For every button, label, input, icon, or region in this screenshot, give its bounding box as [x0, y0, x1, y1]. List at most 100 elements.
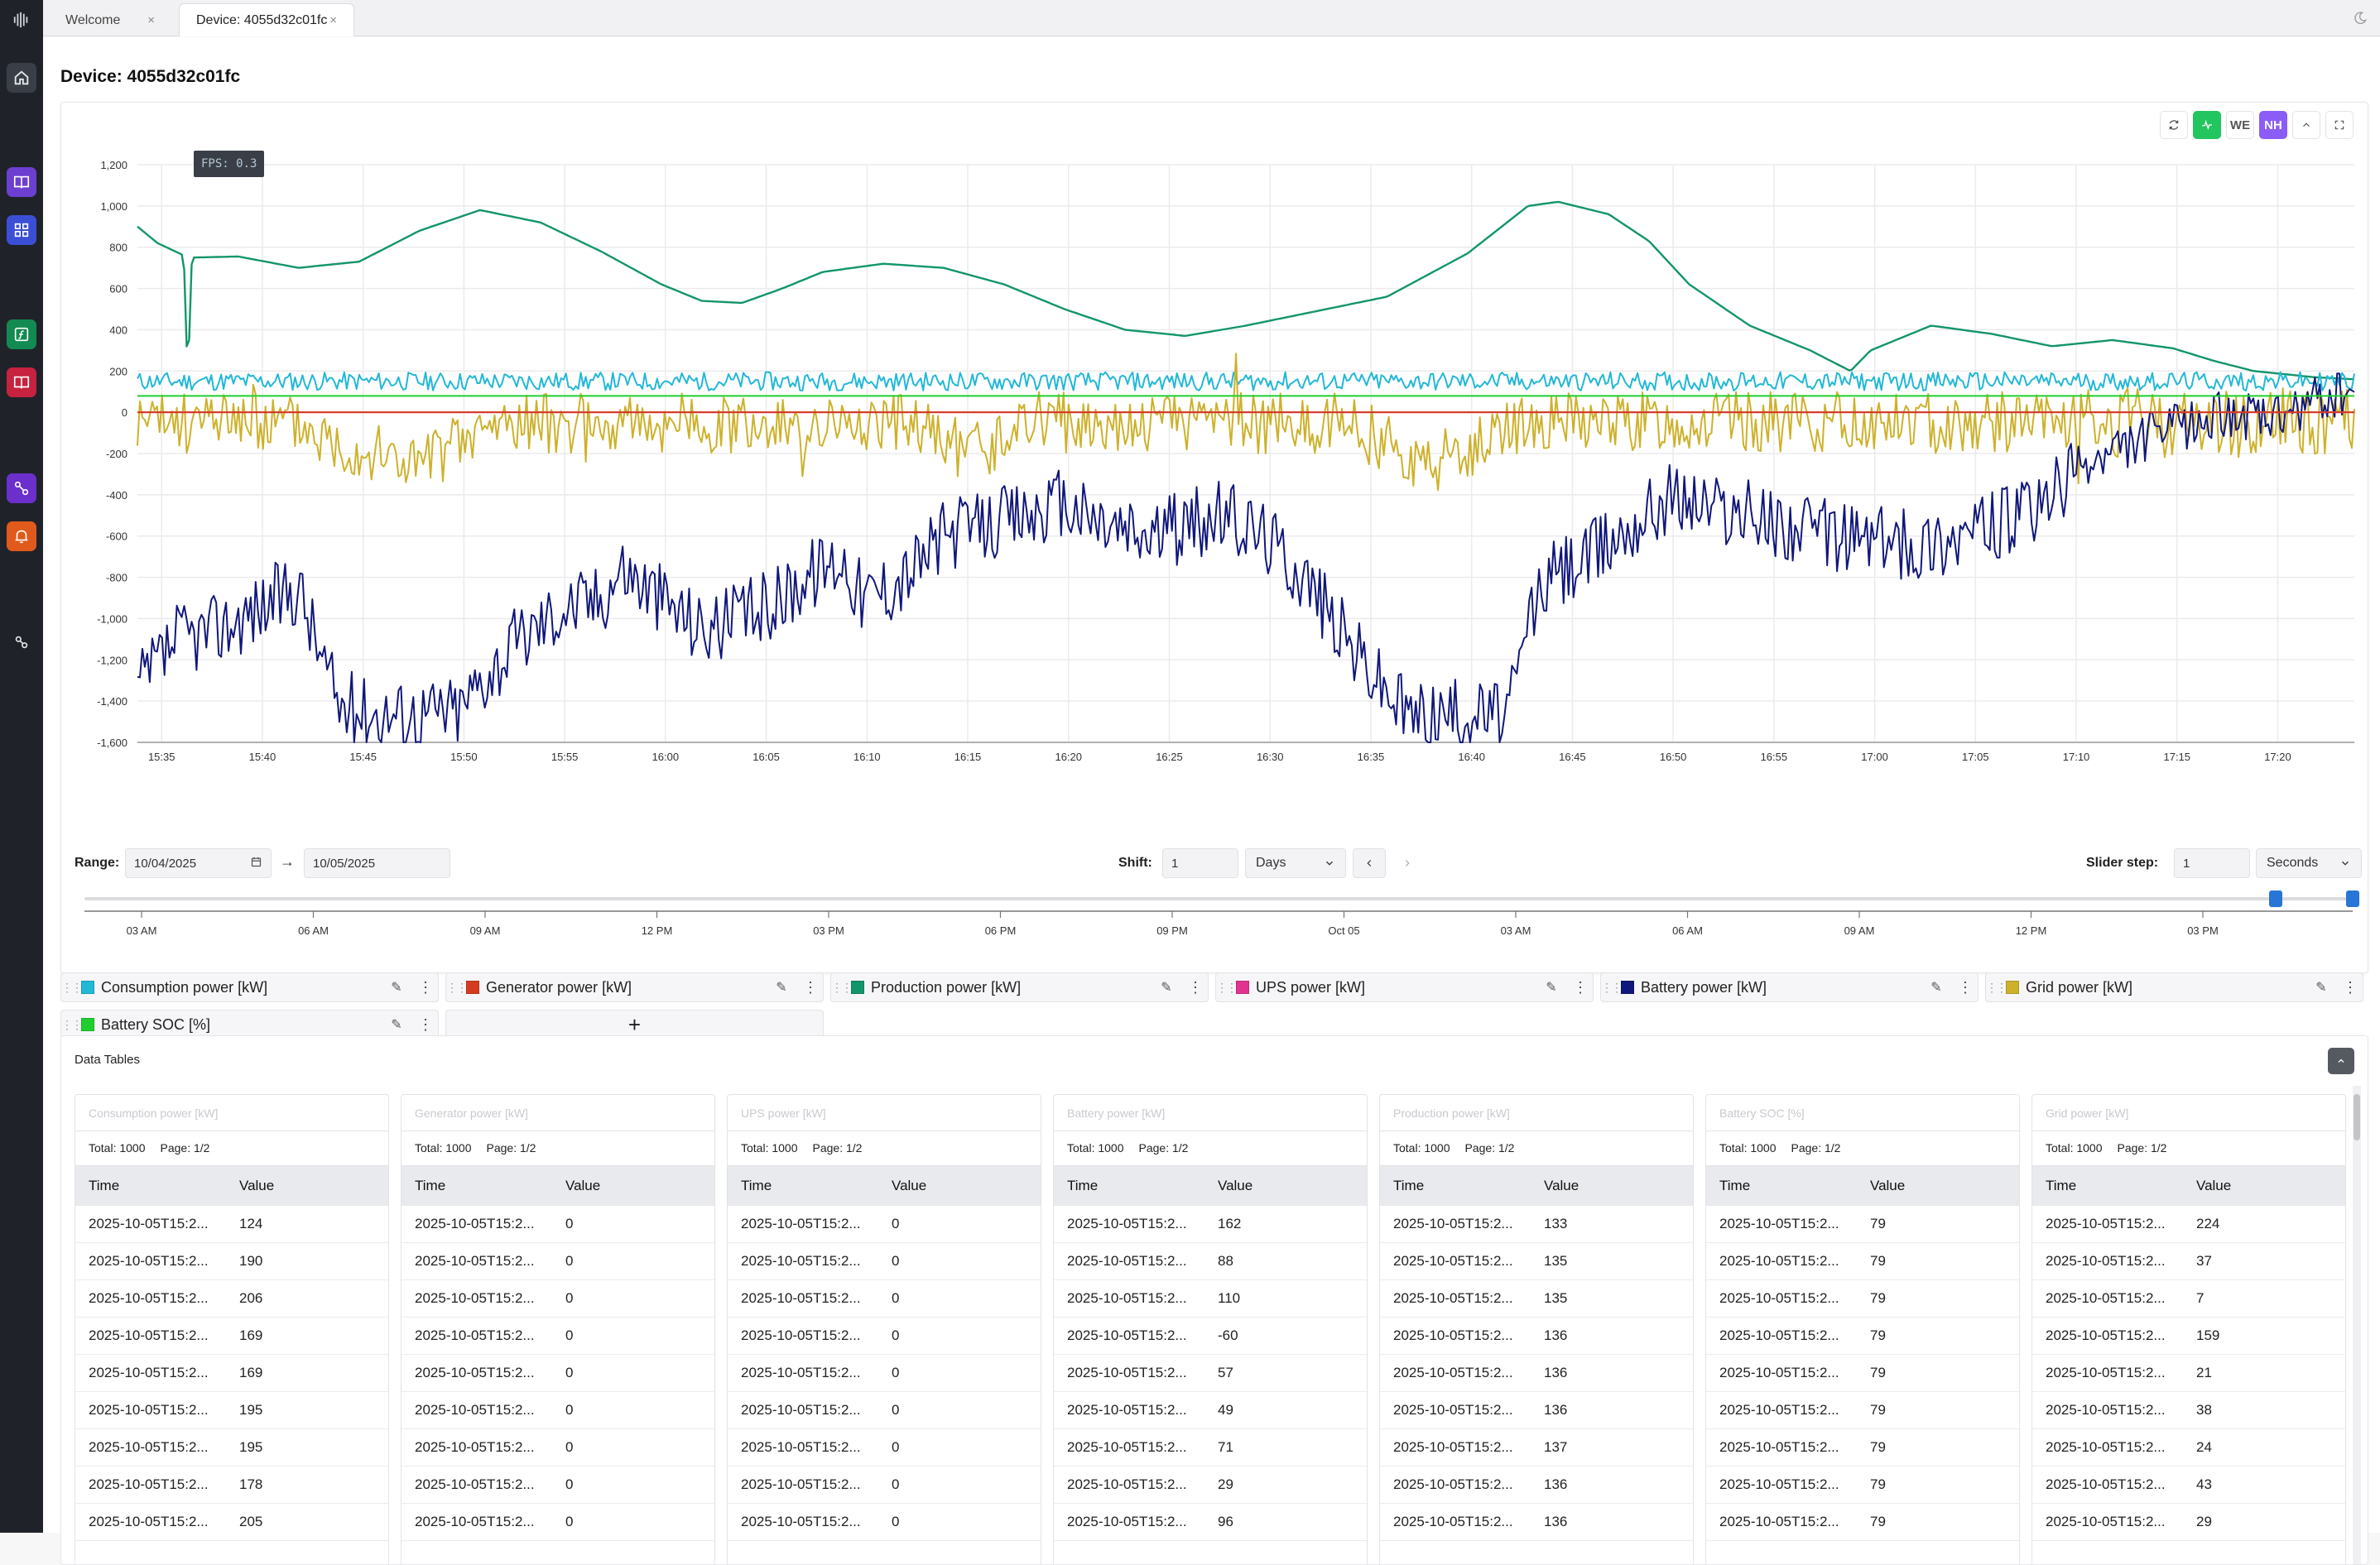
table-row[interactable]: 2025-10-05T15:2... 79 [1706, 1392, 2019, 1429]
chevron-up-icon[interactable] [2292, 111, 2320, 139]
home-icon[interactable] [7, 63, 36, 93]
table-row[interactable]: 2025-10-05T15:2... 0 [401, 1355, 714, 1392]
table-row[interactable]: 2025-10-05T15:2... 133 [1380, 1206, 1693, 1243]
table-row[interactable]: 2025-10-05T15:2... 0 [401, 1392, 714, 1429]
more-options-icon[interactable]: ⋮ [1188, 978, 1203, 996]
time-slider-end-handle[interactable] [2346, 891, 2359, 907]
time-slider-track[interactable] [84, 897, 2353, 900]
table-row[interactable]: 2025-10-05T15:2... 205 [75, 1504, 388, 1541]
value-column-header[interactable]: Value [1544, 1178, 1579, 1193]
table-row[interactable]: 2025-10-05T15:2... 195 [75, 1429, 388, 1467]
value-column-header[interactable]: Value [565, 1178, 601, 1193]
table-row[interactable]: 2025-10-05T15:2... 0 [401, 1467, 714, 1504]
fullscreen-icon[interactable] [2325, 111, 2354, 139]
table-row[interactable]: 2025-10-05T15:2... 79 [1706, 1280, 2019, 1318]
series-chip[interactable]: ⋮⋮ Grid power [kW] ✎ ⋮ [1985, 972, 2363, 1002]
calendar-icon[interactable] [250, 856, 262, 871]
table-row[interactable]: 2025-10-05T15:2... 135 [1380, 1280, 1693, 1318]
more-options-icon[interactable]: ⋮ [1958, 978, 1973, 996]
edit-icon[interactable]: ✎ [391, 1018, 402, 1032]
value-column-header[interactable]: Value [2196, 1178, 2232, 1193]
edit-icon[interactable]: ✎ [1930, 981, 1942, 995]
table-row[interactable]: 2025-10-05T15:2... 0 [401, 1429, 714, 1467]
value-column-header[interactable]: Value [892, 1178, 927, 1193]
more-options-icon[interactable]: ⋮ [803, 978, 818, 996]
drag-handle-icon[interactable]: ⋮⋮ [446, 980, 468, 994]
table-row[interactable]: 2025-10-05T15:2... 29 [2032, 1504, 2345, 1541]
table-row[interactable]: 2025-10-05T15:2... -60 [1054, 1318, 1367, 1355]
tab-welcome[interactable]: Welcome × [48, 3, 172, 36]
table-row[interactable]: 2025-10-05T15:2... 136 [1380, 1318, 1693, 1355]
time-column-header[interactable]: Time [1719, 1178, 1751, 1193]
table-row[interactable]: 2025-10-05T15:2... 0 [728, 1280, 1041, 1318]
table-row[interactable]: 2025-10-05T15:2... 0 [401, 1243, 714, 1280]
table-row[interactable]: 2025-10-05T15:2... 79 [1706, 1504, 2019, 1541]
series-color-swatch[interactable] [1621, 981, 1634, 994]
table-row[interactable]: 2025-10-05T15:2... 178 [75, 1467, 388, 1504]
book-icon[interactable] [7, 167, 36, 197]
edit-icon[interactable]: ✎ [1161, 981, 1172, 995]
time-column-header[interactable]: Time [1393, 1178, 1425, 1193]
table-row[interactable]: 2025-10-05T15:2... 0 [728, 1355, 1041, 1392]
series-color-swatch[interactable] [466, 981, 479, 994]
table-row[interactable]: 2025-10-05T15:2... 206 [75, 1280, 388, 1318]
table-row[interactable]: 2025-10-05T15:2... 0 [728, 1467, 1041, 1504]
function-icon[interactable] [7, 319, 36, 349]
table-row[interactable]: 2025-10-05T15:2... 0 [401, 1280, 714, 1318]
tab-device[interactable]: Device: 4055d32c01fc × [179, 3, 354, 36]
table-row[interactable]: 2025-10-05T15:2... 29 [1054, 1467, 1367, 1504]
table-row[interactable]: 2025-10-05T15:2... 162 [1054, 1206, 1367, 1243]
range-from-input[interactable]: 10/04/2025 [125, 848, 272, 878]
series-color-swatch[interactable] [2006, 981, 2019, 994]
edit-icon[interactable]: ✎ [2315, 981, 2327, 995]
table-row[interactable]: 2025-10-05T15:2... 0 [728, 1504, 1041, 1541]
drag-handle-icon[interactable]: ⋮⋮ [61, 980, 83, 994]
drag-handle-icon[interactable]: ⋮⋮ [61, 1017, 83, 1031]
table-row[interactable]: 2025-10-05T15:2... 136 [1380, 1392, 1693, 1429]
dashboard-icon[interactable] [7, 215, 36, 245]
table-row[interactable]: 2025-10-05T15:2... 79 [1706, 1318, 2019, 1355]
shift-prev-button[interactable] [1353, 848, 1386, 878]
value-column-header[interactable]: Value [239, 1178, 275, 1193]
table-row[interactable]: 2025-10-05T15:2... 136 [1380, 1467, 1693, 1504]
more-options-icon[interactable]: ⋮ [418, 1015, 433, 1033]
time-column-header[interactable]: Time [2046, 1178, 2077, 1193]
series-color-swatch[interactable] [81, 1018, 94, 1031]
table-row[interactable]: 2025-10-05T15:2... 0 [728, 1392, 1041, 1429]
add-series-button[interactable]: + [445, 1010, 824, 1039]
table-row[interactable]: 2025-10-05T15:2... 169 [75, 1355, 388, 1392]
table-row[interactable]: 2025-10-05T15:2... 0 [401, 1206, 714, 1243]
table-row[interactable]: 2025-10-05T15:2... 21 [2032, 1355, 2345, 1392]
scrollbar[interactable] [2353, 1086, 2361, 1564]
nh-button[interactable]: NH [2259, 111, 2287, 139]
table-row[interactable]: 2025-10-05T15:2... 96 [1054, 1504, 1367, 1541]
theme-toggle-icon[interactable] [2352, 10, 2368, 26]
table-row[interactable]: 2025-10-05T15:2... 79 [1706, 1355, 2019, 1392]
series-chip[interactable]: ⋮⋮ Battery SOC [%] ✎ ⋮ [60, 1010, 439, 1039]
table-row[interactable]: 2025-10-05T15:2... 137 [1380, 1429, 1693, 1467]
more-options-icon[interactable]: ⋮ [1573, 978, 1588, 996]
edit-icon[interactable]: ✎ [776, 981, 787, 995]
table-row[interactable]: 2025-10-05T15:2... 0 [401, 1318, 714, 1355]
more-options-icon[interactable]: ⋮ [418, 978, 433, 996]
series-chip[interactable]: ⋮⋮ Battery power [kW] ✎ ⋮ [1600, 972, 1979, 1002]
refresh-button[interactable] [2160, 111, 2188, 139]
table-row[interactable]: 2025-10-05T15:2... 0 [728, 1206, 1041, 1243]
we-button[interactable]: WE [2226, 111, 2254, 139]
value-column-header[interactable]: Value [1870, 1178, 1906, 1193]
series-chip[interactable]: ⋮⋮ Generator power [kW] ✎ ⋮ [445, 972, 824, 1002]
table-row[interactable]: 2025-10-05T15:2... 0 [728, 1318, 1041, 1355]
table-row[interactable]: 2025-10-05T15:2... 195 [75, 1392, 388, 1429]
table-row[interactable]: 2025-10-05T15:2... 0 [401, 1504, 714, 1541]
time-column-header[interactable]: Time [741, 1178, 772, 1193]
table-row[interactable]: 2025-10-05T15:2... 57 [1054, 1355, 1367, 1392]
close-icon[interactable]: × [329, 13, 337, 27]
collapse-button[interactable] [2328, 1048, 2354, 1074]
value-column-header[interactable]: Value [1218, 1178, 1253, 1193]
table-row[interactable]: 2025-10-05T15:2... 79 [1706, 1243, 2019, 1280]
series-color-swatch[interactable] [851, 981, 864, 994]
close-icon[interactable]: × [147, 13, 155, 27]
series-chip[interactable]: ⋮⋮ UPS power [kW] ✎ ⋮ [1215, 972, 1594, 1002]
table-row[interactable]: 2025-10-05T15:2... 43 [2032, 1467, 2345, 1504]
table-row[interactable]: 2025-10-05T15:2... 136 [1380, 1504, 1693, 1541]
